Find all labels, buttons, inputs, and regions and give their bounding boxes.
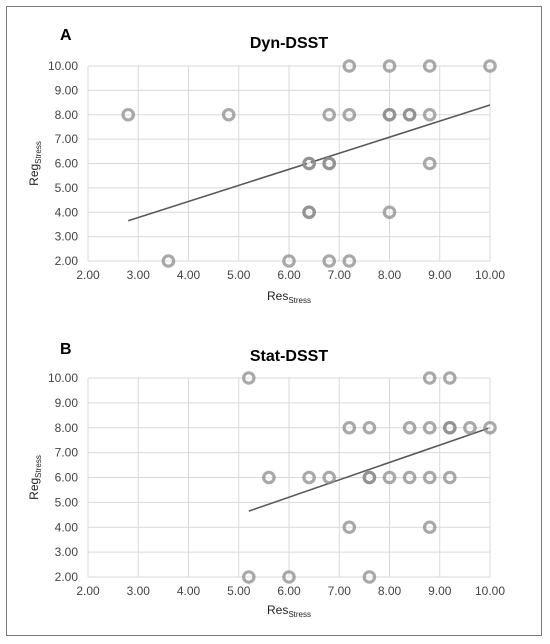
data-point	[382, 107, 397, 122]
y-tick-label: 8.00	[55, 421, 79, 435]
data-point	[402, 107, 417, 122]
y-tick-label: 3.00	[55, 230, 79, 244]
x-tick-label: 9.00	[428, 268, 452, 282]
data-point	[242, 570, 256, 584]
y-tick-label: 7.00	[55, 132, 79, 146]
data-point	[342, 107, 357, 122]
data-point	[322, 107, 336, 122]
y-tick-label: 3.00	[55, 545, 79, 559]
x-tick-label: 6.00	[277, 584, 301, 598]
x-tick-label: 10.00	[475, 584, 505, 598]
data-point	[342, 520, 357, 535]
data-point	[161, 254, 176, 268]
x-tick-label: 5.00	[227, 268, 251, 282]
chart-title: Stat-DSST	[250, 348, 328, 365]
panel-a: A Dyn-DSST 2.00 3.00 4.00 5.00 6.00 7.00 8.00 9.0…	[27, 27, 505, 305]
y-tick-label: 10.00	[48, 59, 78, 73]
x-tick-label: 7.00	[328, 584, 352, 598]
x-tick-label: 2.00	[76, 584, 100, 598]
trendline	[248, 426, 491, 512]
y-tick-label: 7.00	[55, 446, 79, 460]
y-tick-label: 10.00	[48, 371, 78, 385]
panel-b: B Stat-DSST 2.00 3.00 4.00 5.00 6.00 7.00 8.00 9.…	[27, 341, 505, 619]
x-tick-label: 2.00	[76, 268, 100, 282]
x-tick-label: 5.00	[227, 584, 251, 598]
data-point	[483, 420, 497, 435]
data-point	[402, 420, 417, 435]
y-tick-label: 2.00	[55, 570, 79, 584]
y-tick-label: 6.00	[55, 157, 79, 171]
x-tick-label: 4.00	[177, 584, 201, 598]
data-point	[422, 520, 437, 535]
y-axis-label: RegStress	[27, 141, 43, 186]
y-tick-label: 9.00	[55, 396, 79, 410]
y-tick-label: 2.00	[55, 254, 79, 268]
data-point	[282, 254, 296, 268]
data-point	[342, 59, 357, 73]
data-point	[221, 107, 236, 122]
x-axis-label: ResStress	[267, 603, 311, 619]
data-point	[362, 470, 377, 485]
x-axis-label: ResStress	[267, 289, 311, 305]
x-tick-label: 9.00	[428, 584, 452, 598]
x-tick-label: 10.00	[475, 268, 505, 282]
data-point	[322, 156, 336, 171]
chart-title: Dyn-DSST	[250, 35, 328, 52]
data-point	[422, 470, 437, 485]
data-point	[422, 156, 437, 171]
data-point	[121, 107, 135, 122]
data-point	[282, 570, 296, 584]
figure-frame	[6, 6, 542, 636]
x-tick-label: 7.00	[328, 268, 352, 282]
y-tick-label: 5.00	[55, 495, 79, 509]
data-point	[382, 205, 397, 220]
y-tick-label: 6.00	[55, 471, 79, 485]
data-point	[442, 470, 457, 485]
data-point	[382, 59, 397, 73]
data-point	[463, 420, 477, 435]
data-point	[342, 254, 357, 268]
y-tick-label: 9.00	[55, 83, 79, 97]
y-tick-label: 5.00	[55, 181, 79, 195]
data-point	[442, 371, 457, 385]
data-point	[242, 371, 256, 385]
data-point	[422, 371, 437, 385]
data-point	[302, 470, 316, 485]
data-point	[342, 420, 357, 435]
x-tick-label: 3.00	[127, 584, 151, 598]
data-point	[483, 59, 497, 73]
y-axis-label: RegStress	[27, 455, 43, 500]
data-point	[262, 470, 276, 485]
data-point	[362, 570, 377, 584]
panel-letter: B	[60, 341, 72, 358]
x-tick-label: 8.00	[378, 584, 402, 598]
data-point	[422, 107, 437, 122]
data-point	[382, 470, 397, 485]
data-point	[302, 156, 316, 171]
data-point	[302, 205, 316, 220]
data-point	[322, 470, 336, 485]
x-tick-label: 8.00	[378, 268, 402, 282]
data-point	[422, 59, 437, 73]
x-tick-label: 6.00	[277, 268, 301, 282]
y-tick-label: 4.00	[55, 520, 79, 534]
data-point	[422, 420, 437, 435]
panel-letter: A	[60, 27, 72, 44]
y-tick-label: 4.00	[55, 205, 79, 219]
y-tick-label: 8.00	[55, 108, 79, 122]
x-tick-label: 4.00	[177, 268, 201, 282]
data-point	[442, 420, 457, 435]
data-point	[322, 254, 336, 268]
x-tick-label: 3.00	[127, 268, 151, 282]
data-point	[402, 470, 417, 485]
data-point	[362, 420, 377, 435]
